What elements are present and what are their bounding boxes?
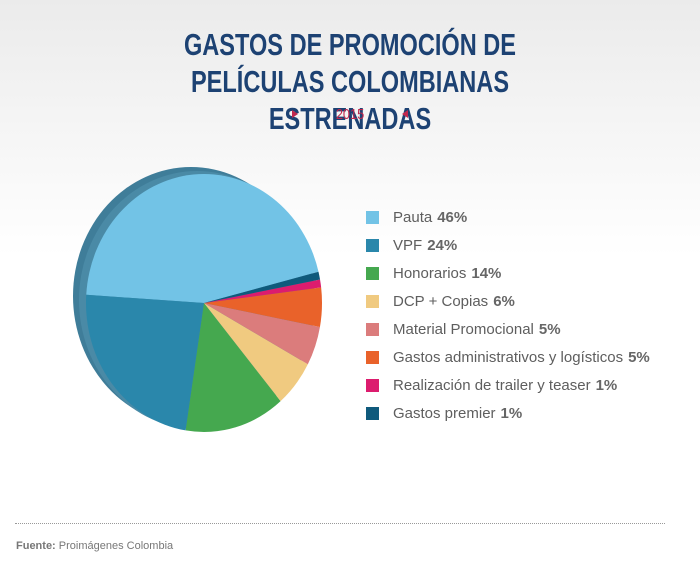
legend-label: Gastos administrativos y logísticos: [393, 348, 624, 366]
legend-swatch: [366, 322, 379, 336]
legend-swatch: [366, 406, 379, 420]
source: Fuente: Proimágenes Colombia: [16, 540, 173, 552]
decoration: [402, 110, 408, 118]
legend-label: Realización de trailer y teaser: [393, 376, 591, 394]
legend-swatch: [366, 266, 379, 280]
legend-value: 24%: [427, 236, 458, 254]
legend-swatch: [366, 210, 379, 224]
pie-slice: [204, 303, 320, 365]
source-label: Fuente:: [16, 540, 56, 552]
legend-item: Material Promocional 5%: [366, 315, 650, 343]
pie-slice: [204, 287, 322, 327]
legend-swatch: [366, 350, 379, 364]
legend-swatch: [366, 294, 379, 308]
legend-value: 1%: [500, 404, 523, 422]
pie-slice: [204, 271, 321, 303]
chart-title: GASTOS DE PROMOCIÓN DE PELÍCULAS COLOMBI…: [183, 27, 517, 136]
legend-item: VPF 24%: [366, 231, 650, 259]
legend-item: Pauta 46%: [366, 203, 650, 231]
legend-value: 5%: [538, 320, 561, 338]
legend-label: DCP + Copias: [393, 292, 489, 310]
pie-slice: [86, 294, 204, 431]
legend-value: 5%: [628, 348, 650, 366]
legend-item: Honorarios 14%: [366, 259, 650, 287]
legend-value: 14%: [471, 264, 502, 282]
legend: Pauta 46% VPF 24% Honorarios 14% DCP + Copias 6…: [366, 203, 650, 427]
legend-label: Honorarios: [393, 264, 467, 282]
legend-swatch: [366, 378, 379, 392]
legend-item: DCP + Copias 6%: [366, 287, 650, 315]
pie-slice: [185, 303, 281, 432]
legend-label: Gastos premier: [393, 404, 496, 422]
legend-label: VPF: [393, 236, 423, 254]
pie-slice: [204, 303, 308, 402]
pie-chart: [73, 167, 322, 432]
legend-item: Gastos premier 1%: [366, 399, 650, 427]
legend-value: 46%: [437, 208, 468, 226]
pie-slice: [204, 279, 322, 303]
chart-subtitle: 2015: [335, 106, 365, 123]
decoration: [292, 110, 298, 118]
legend-swatch: [366, 238, 379, 252]
legend-label: Pauta: [393, 208, 433, 226]
legend-value: 6%: [493, 292, 515, 310]
legend-label: Material Promocional: [393, 320, 534, 338]
legend-item: Gastos administrativos y logísticos 5%: [366, 343, 650, 371]
legend-value: 1%: [595, 376, 618, 394]
legend-item: Realización de trailer y teaser 1%: [366, 371, 650, 399]
source-text: Proimágenes Colombia: [58, 540, 174, 552]
divider: [15, 523, 665, 524]
pie-slice: [86, 173, 319, 303]
